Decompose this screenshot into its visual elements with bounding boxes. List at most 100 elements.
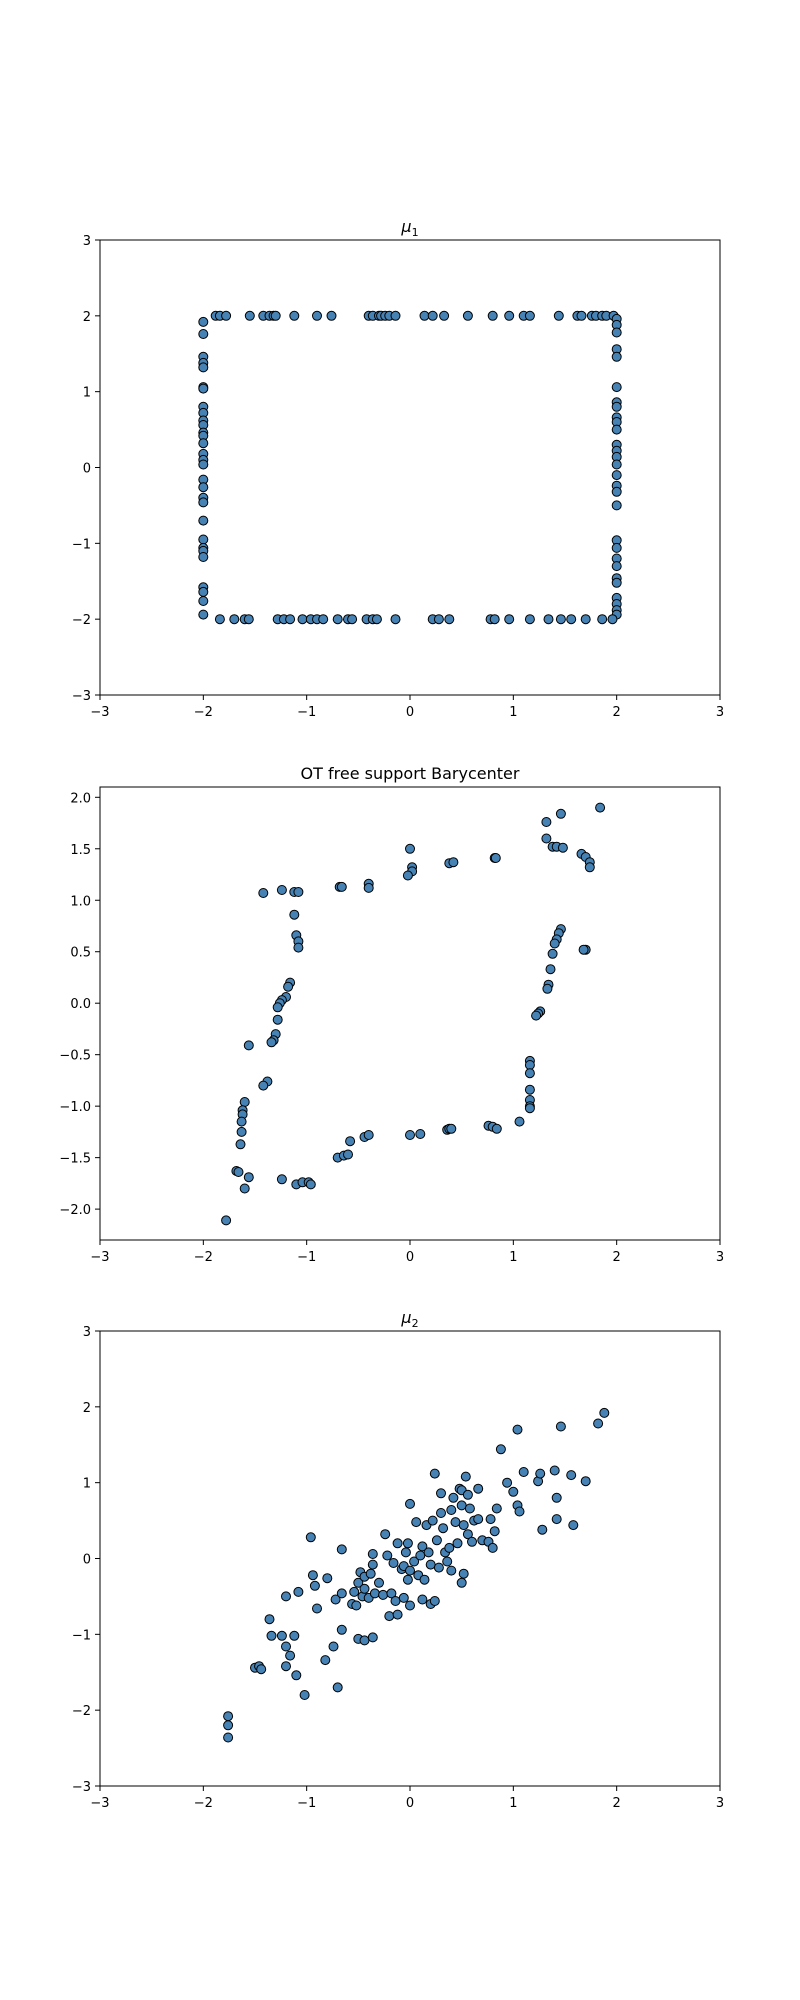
scatter-point bbox=[281, 1591, 291, 1602]
scatter-point bbox=[363, 1130, 374, 1140]
scatter-point bbox=[336, 1588, 347, 1599]
scatter-point bbox=[305, 1179, 316, 1190]
scatter-point bbox=[367, 1549, 378, 1559]
y-tick-label: −3 bbox=[72, 1780, 91, 1795]
scatter-point bbox=[239, 1183, 250, 1194]
scatter-point bbox=[326, 310, 337, 321]
scatter-point bbox=[607, 614, 618, 625]
scatter-point bbox=[491, 1503, 502, 1514]
scatter-point bbox=[371, 614, 382, 625]
scatter-point bbox=[489, 1526, 500, 1537]
scatter-point bbox=[599, 1407, 610, 1418]
scatter-point bbox=[549, 938, 560, 949]
y-tick-label: −1.5 bbox=[59, 1152, 91, 1167]
scatter-point bbox=[297, 614, 308, 625]
x-tick-label: −3 bbox=[90, 1796, 109, 1811]
scatter-point bbox=[258, 888, 269, 898]
scatter-point bbox=[487, 1542, 498, 1553]
scatter-point bbox=[458, 1520, 469, 1531]
scatter-point bbox=[439, 310, 450, 321]
y-tick-label: −1 bbox=[72, 537, 91, 552]
chart-mu1: −3 −2 −1 0 1 2 3 −3 −2 −1 0 1 2 3 μ1 bbox=[72, 217, 724, 720]
scatter-point bbox=[256, 1664, 267, 1675]
y-tick-label: −2 bbox=[72, 1704, 91, 1719]
y-tick-label: 0 bbox=[83, 1553, 91, 1568]
scatter-point bbox=[198, 438, 209, 449]
scatter-point bbox=[367, 1632, 378, 1643]
scatter-point bbox=[328, 1641, 339, 1652]
scatter-point bbox=[524, 614, 535, 625]
scatter-point bbox=[289, 1630, 300, 1641]
scatter-point bbox=[545, 964, 556, 975]
y-tick-label: 1.5 bbox=[70, 843, 91, 858]
scatter-point bbox=[285, 1650, 296, 1661]
y-tick-label: 3 bbox=[83, 1325, 91, 1340]
scatter-point bbox=[359, 1635, 370, 1646]
scatter-point bbox=[524, 310, 535, 321]
scatter-point bbox=[537, 1524, 548, 1535]
x-tick-label: 3 bbox=[716, 1250, 724, 1265]
scatter-point bbox=[415, 1550, 426, 1561]
axes-frame bbox=[99, 239, 721, 696]
scatter-point bbox=[417, 1541, 428, 1552]
scatter-point bbox=[353, 1577, 364, 1588]
scatter-point bbox=[444, 1542, 455, 1553]
scatter-point bbox=[502, 1477, 513, 1488]
scatter-point bbox=[336, 881, 347, 892]
scatter-point bbox=[382, 1550, 393, 1561]
x-tick-label: 3 bbox=[716, 705, 724, 720]
scatter-point bbox=[442, 1556, 453, 1567]
scatter-point bbox=[402, 870, 413, 881]
scatter-point bbox=[392, 1538, 403, 1549]
y-tick-label: 3 bbox=[83, 234, 91, 249]
scatter-point bbox=[236, 1116, 247, 1127]
scatter-point bbox=[405, 843, 415, 854]
scatter-point bbox=[542, 983, 553, 994]
scatter-point bbox=[214, 614, 225, 625]
scatter-point bbox=[198, 383, 209, 394]
scatter-point bbox=[566, 614, 577, 625]
scatter-point bbox=[349, 1586, 360, 1597]
scatter-point bbox=[347, 614, 358, 625]
scatter-point bbox=[312, 1603, 322, 1614]
scatter-point bbox=[495, 1444, 506, 1455]
scatter-point bbox=[243, 614, 254, 625]
scatter-point bbox=[611, 500, 622, 511]
scatter-point bbox=[462, 310, 473, 321]
scatter-point bbox=[293, 942, 304, 953]
scatter-point bbox=[384, 1611, 395, 1622]
scatter-point bbox=[431, 1535, 442, 1546]
y-tick-label: −2.0 bbox=[59, 1203, 91, 1218]
scatter-point bbox=[611, 459, 622, 470]
scatter-point bbox=[611, 542, 622, 553]
x-tick-label: 0 bbox=[406, 1796, 414, 1811]
y-tick-label: −1 bbox=[72, 1628, 91, 1643]
scatter-point bbox=[473, 1514, 484, 1525]
x-tick-label: −2 bbox=[194, 1796, 213, 1811]
scatter-point bbox=[531, 1010, 542, 1021]
scatter-point bbox=[330, 1594, 341, 1605]
scatter-point bbox=[299, 1690, 310, 1700]
scatter-point bbox=[223, 1732, 234, 1743]
scatter-point bbox=[198, 329, 209, 339]
scatter-point bbox=[524, 1068, 535, 1079]
scatter-point bbox=[415, 1129, 426, 1139]
scatter-point bbox=[283, 981, 294, 992]
scatter-point bbox=[568, 1520, 579, 1531]
scatter-point bbox=[597, 614, 608, 625]
scatter-point bbox=[293, 1586, 304, 1597]
scatter-point bbox=[518, 1467, 529, 1477]
scatter-point bbox=[541, 817, 552, 827]
scatter-point bbox=[436, 1508, 446, 1518]
scatter-point bbox=[223, 1720, 234, 1731]
scatter-point bbox=[266, 1630, 277, 1641]
scatter-point bbox=[460, 1471, 471, 1482]
scatter-point bbox=[405, 1600, 415, 1611]
scatter-point bbox=[320, 1655, 331, 1666]
scatter-point bbox=[508, 1486, 519, 1497]
scatter-point bbox=[293, 887, 304, 897]
scatter-point bbox=[405, 1130, 415, 1140]
scatter-point bbox=[390, 1596, 401, 1606]
scatter-point bbox=[322, 1573, 333, 1584]
scatter-point bbox=[485, 1514, 496, 1525]
